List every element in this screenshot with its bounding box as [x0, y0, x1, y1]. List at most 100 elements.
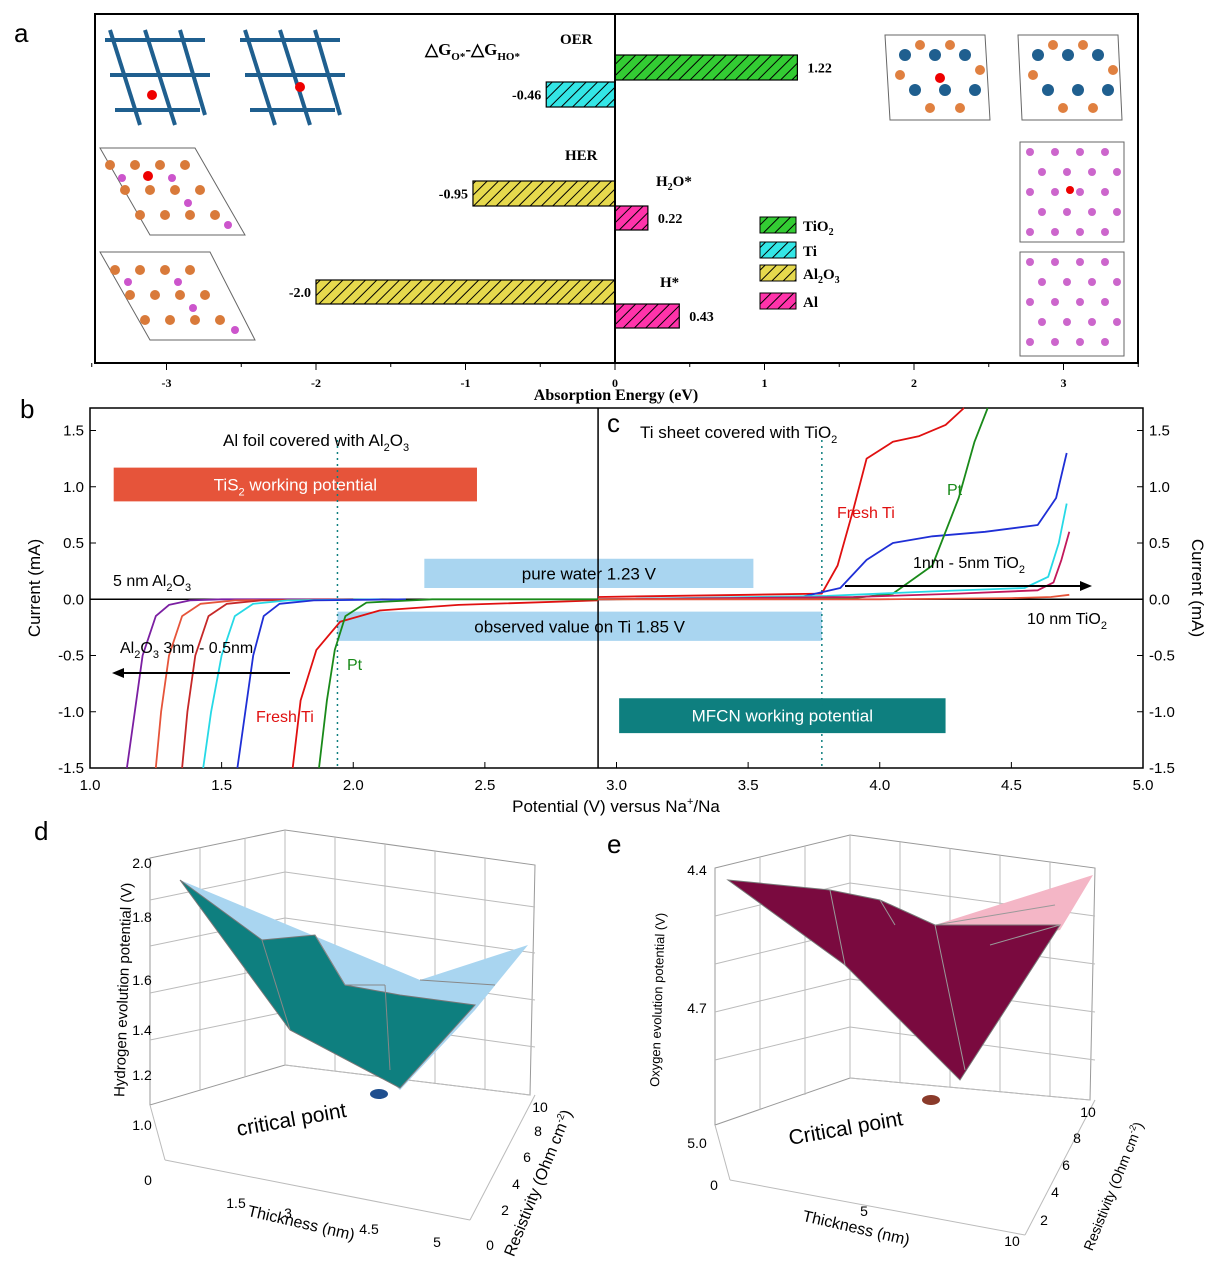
box-observed [337, 611, 822, 641]
y-tick-label: 4 [1051, 1184, 1059, 1200]
panel-e-critical-point: Critical point [787, 1107, 905, 1150]
panel-bc-x-label: Potential (V) versus Na+/Na [512, 796, 720, 816]
bar-value-label: -2.0 [289, 286, 311, 301]
panel-label-b: b [20, 394, 34, 424]
y-tick-label: 0 [486, 1237, 494, 1253]
x-tick-label: 0 [144, 1172, 152, 1188]
bar-value-label: 0.22 [658, 212, 683, 227]
bar-value-label: -0.46 [512, 89, 541, 104]
z-tick-label: 5.0 [687, 1135, 707, 1151]
panel-b-title: Al foil covered with Al2O3 [223, 431, 409, 454]
bar-al2o3-h- [315, 279, 616, 305]
panel-d-surface [179, 879, 477, 1089]
z-tick-label: 1.6 [132, 972, 152, 988]
panel-a-tick-label: -1 [461, 376, 471, 390]
series-al2o3-0-5nm [236, 598, 406, 769]
z-tick-label: 1.2 [132, 1067, 152, 1083]
legend-label-tio2: TiO2 [803, 219, 834, 238]
y-tick-label-right: 1.5 [1149, 423, 1170, 440]
label-5nm-al2o3: 5 nm Al2O3 [113, 573, 191, 594]
x-tick-label: 2.0 [343, 777, 364, 794]
z-tick-label: 2.0 [132, 855, 152, 871]
bar-al-h2o- [614, 205, 649, 231]
x-tick-label: 3.0 [606, 777, 627, 794]
series-al2o3-2nm [154, 598, 354, 769]
label-fresh-ti-c: Fresh Ti [837, 505, 895, 522]
y-tick-label: 10 [532, 1099, 548, 1115]
bc-boxes: TiS2 working potential pure water 1.23 V o… [113, 467, 946, 734]
panel-bc-y-label-right: Current (mA) [1188, 539, 1207, 637]
bar-value-label: -0.95 [439, 188, 468, 203]
panel-d: d critical point 1.0 1.2 1.4 1.6 1.8 2.0 0 1.5… [34, 816, 576, 1259]
al2o3-arrowhead [112, 668, 124, 678]
oer-label: OER [560, 32, 593, 48]
panel-c-title: Ti sheet covered with TiO2 [640, 423, 837, 446]
box-label-water: pure water 1.23 V [522, 564, 657, 583]
legend-swatch-tio2 [759, 216, 797, 234]
y-tick-label-right: -1.5 [1149, 760, 1175, 777]
series-pt-b- [318, 598, 599, 769]
y-tick-label: 6 [1062, 1157, 1070, 1173]
series-al2o3-3nm [126, 598, 354, 769]
panel-a: a [14, 13, 1139, 404]
series-al2o3-1-5nm [181, 598, 354, 769]
bc-series [126, 407, 1071, 769]
legend-swatch-al2o3 [759, 264, 797, 282]
z-tick-label: 1.4 [132, 1022, 152, 1038]
panel-d-z-ticks: 1.0 1.2 1.4 1.6 1.8 2.0 [132, 855, 152, 1133]
panel-e-surface [726, 879, 1061, 1081]
pointing-hand-icon [370, 1089, 388, 1099]
al-structure-image [1019, 141, 1125, 357]
label-al2o3-range: Al2O3 3nm - 0.5nm [120, 640, 253, 661]
pointing-hand-icon-e [922, 1095, 940, 1105]
y-tick-label: 8 [1073, 1130, 1081, 1146]
bar-value-label: 0.43 [689, 310, 714, 325]
y-tick-label: 10 [1080, 1104, 1096, 1120]
y-tick-label-right: 0.0 [1149, 591, 1170, 608]
y-tick-label-left: 0.5 [63, 535, 84, 552]
y-tick-label-left: -1.5 [58, 760, 84, 777]
z-tick-label: 4.4 [687, 862, 707, 878]
tio2-structure-image [884, 34, 1123, 121]
legend-label-al: Al [803, 295, 818, 311]
legend-swatch-ti [759, 241, 797, 259]
x-tick-label: 0 [710, 1177, 718, 1193]
box-label-tis2: TiS2 working potential [214, 476, 377, 499]
legend-label-ti: Ti [803, 244, 817, 260]
panel-label-a: a [14, 18, 29, 48]
al2o3-structure-image [99, 147, 256, 341]
series-pt-c- [598, 407, 989, 601]
box-mfcn [619, 698, 946, 734]
y-tick-label-left: -0.5 [58, 648, 84, 665]
panel-a-bars: 1.22 -0.46 -0.95 0.22 -2.0 0.43 [289, 14, 832, 363]
series-tio2-3nm [598, 503, 1068, 601]
label-pt-b: Pt [347, 657, 363, 674]
panel-a-tick-label: 2 [911, 376, 917, 390]
panel-a-tick-label: -3 [162, 376, 172, 390]
legend-label-al2o3: Al2O3 [803, 267, 840, 286]
panel-bc: b c TiS2 working potential pure water 1.2… [20, 394, 1207, 816]
y-tick-label-left: 0.0 [63, 591, 84, 608]
crystal-structures [99, 29, 1125, 357]
x-tick-label: 5 [433, 1234, 441, 1250]
y-tick-label: 8 [534, 1123, 542, 1139]
panel-label-d: d [34, 816, 48, 846]
label-10nm-tio2: 10 nm TiO2 [1027, 611, 1107, 632]
panel-a-tick-label: 3 [1061, 376, 1067, 390]
panel-a-x-label: Absorption Energy (eV) [534, 387, 698, 404]
series-tio2-5nm [598, 531, 1071, 601]
y-tick-label: 2 [1040, 1212, 1048, 1228]
bar-ti-oer [545, 81, 616, 108]
label-fresh-ti-b: Fresh Ti [256, 709, 314, 726]
panel-a-legend: TiO2 Ti Al2O3 Al [759, 216, 840, 311]
bar-tio2-oer [614, 54, 798, 81]
x-tick-label: 5 [860, 1203, 868, 1219]
z-tick-label: 1.8 [132, 909, 152, 925]
panel-a-title: △GO*-△GHO* [424, 40, 520, 63]
panel-label-c: c [607, 408, 620, 438]
label-tio2-range: 1nm - 5nm TiO2 [913, 555, 1025, 576]
panel-label-e: e [607, 829, 621, 859]
